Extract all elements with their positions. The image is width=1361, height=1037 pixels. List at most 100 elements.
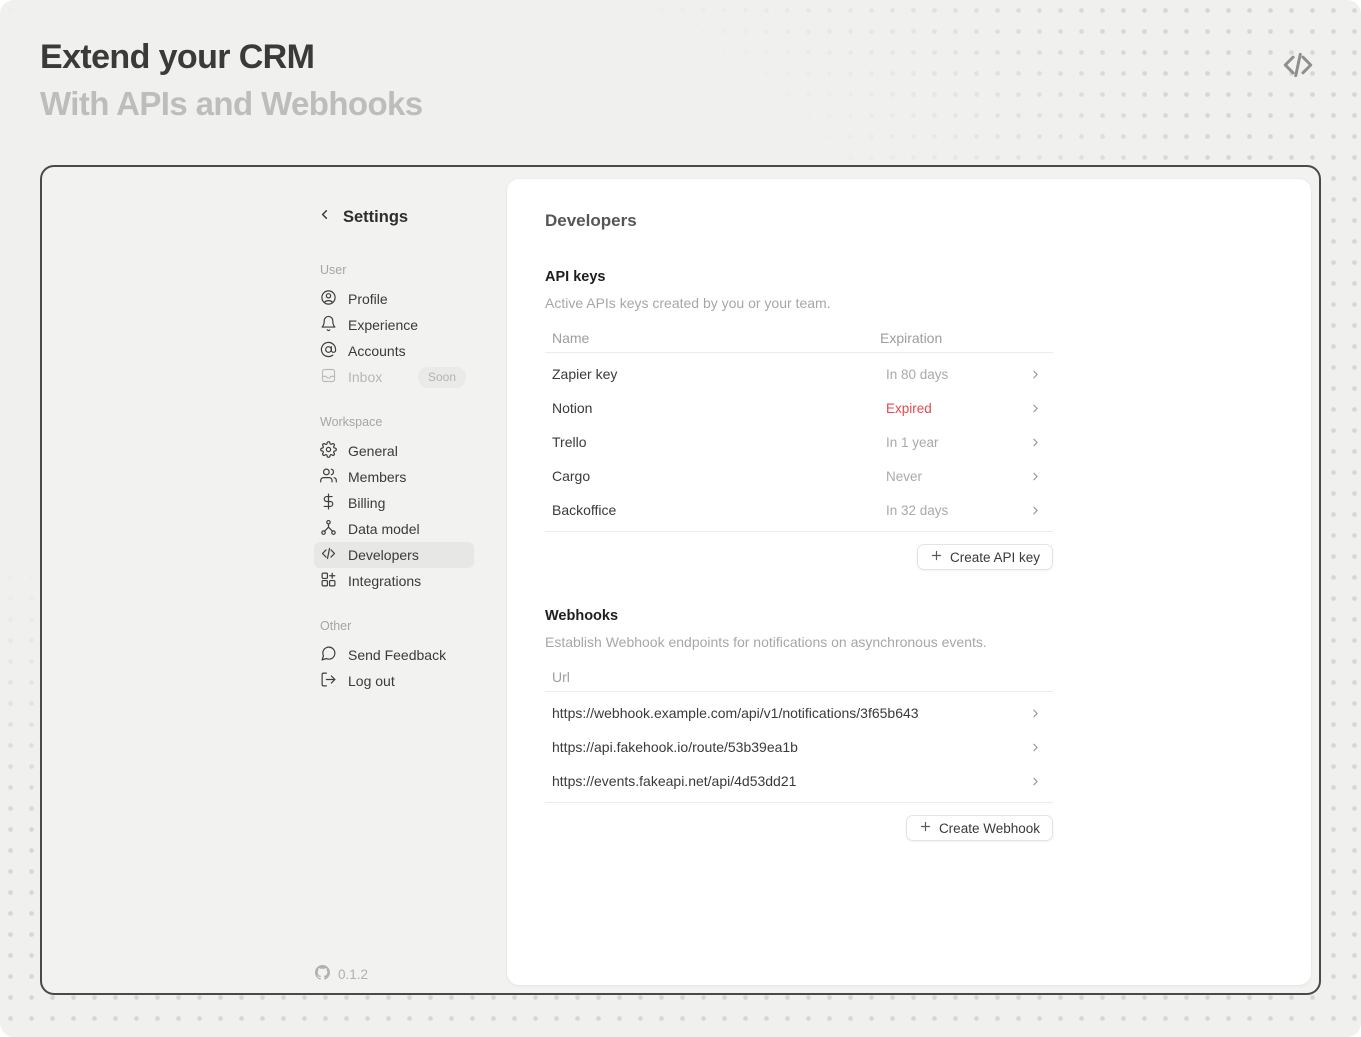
sidebar-item-label: Integrations [348, 573, 422, 589]
sidebar-item-profile[interactable]: Profile [314, 286, 474, 312]
webhooks-table: Url https://webhook.example.com/api/v1/n… [545, 662, 1053, 803]
api-keys-table-header: Name Expiration [545, 323, 1053, 353]
webhooks-description: Establish Webhook endpoints for notifica… [545, 634, 987, 650]
sidebar-item-label: Members [348, 469, 407, 485]
page-header: Extend your CRM With APIs and Webhooks [40, 38, 423, 123]
chevron-right-icon [1029, 775, 1043, 788]
api-key-name: Backoffice [552, 502, 617, 518]
webhook-url: https://api.fakehook.io/route/53b39ea1b [552, 739, 798, 755]
sidebar-item-label: General [348, 443, 398, 459]
plus-icon [930, 549, 943, 565]
sidebar-item-label: Billing [348, 495, 386, 511]
sidebar-item-data-model[interactable]: Data model [314, 516, 474, 542]
api-key-name: Cargo [552, 468, 591, 484]
column-header-url: Url [552, 668, 570, 685]
column-header-name: Name [552, 329, 590, 346]
data-model-icon [320, 519, 337, 539]
webhook-row[interactable]: https://events.fakeapi.net/api/4d53dd21 [545, 764, 1053, 798]
api-key-row[interactable]: Backoffice In 32 days [545, 493, 1053, 527]
chevron-right-icon [1029, 436, 1043, 449]
sidebar-item-label: Experience [348, 317, 419, 333]
chevron-right-icon [1029, 504, 1043, 517]
inbox-icon [320, 367, 337, 387]
api-keys-description: Active APIs keys created by you or your … [545, 295, 831, 311]
webhooks-heading: Webhooks [545, 608, 619, 624]
version-number: 0.1.2 [338, 966, 369, 982]
section-label-workspace: Workspace [320, 415, 383, 429]
sidebar-item-label: Profile [348, 291, 388, 307]
sidebar-item-label: Developers [348, 547, 419, 563]
webhook-url: https://webhook.example.com/api/v1/notif… [552, 705, 919, 721]
users-icon [320, 467, 337, 487]
plus-icon [919, 820, 932, 836]
settings-title: Settings [343, 207, 409, 226]
chevron-right-icon [1029, 402, 1043, 415]
sidebar-item-label: Send Feedback [348, 647, 447, 663]
api-key-expiration: In 80 days [886, 366, 949, 382]
sidebar-item-developers[interactable]: Developers [314, 542, 474, 568]
api-keys-table: Name Expiration Zapier key In 80 days No… [545, 323, 1053, 532]
api-key-name: Zapier key [552, 366, 618, 382]
section-label-user: User [320, 263, 347, 277]
sidebar-section-other: Other Send Feedback Log out [314, 619, 522, 694]
chat-bubble-icon [320, 645, 337, 665]
api-key-expiration: Never [886, 468, 923, 484]
code-icon [1281, 48, 1315, 87]
settings-back[interactable]: Settings [314, 207, 522, 227]
section-label-other: Other [320, 619, 352, 633]
gear-icon [320, 441, 337, 461]
apps-plus-icon [320, 571, 337, 591]
sidebar-item-general[interactable]: General [314, 438, 474, 464]
webhooks-table-header: Url [545, 662, 1053, 692]
chevron-left-icon [317, 207, 332, 227]
chevron-right-icon [1029, 707, 1043, 720]
user-circle-icon [320, 289, 337, 309]
developers-panel: Developers API keys Active APIs keys cre… [507, 179, 1311, 985]
sidebar-item-label: Inbox [348, 369, 383, 385]
chevron-right-icon [1029, 470, 1043, 483]
sidebar-item-label: Data model [348, 521, 420, 537]
chevron-right-icon [1029, 741, 1043, 754]
webhook-url: https://events.fakeapi.net/api/4d53dd21 [552, 773, 797, 789]
api-key-row[interactable]: Notion Expired [545, 391, 1053, 425]
webhook-row[interactable]: https://webhook.example.com/api/v1/notif… [545, 696, 1053, 730]
webhook-row[interactable]: https://api.fakehook.io/route/53b39ea1b [545, 730, 1053, 764]
api-key-row[interactable]: Trello In 1 year [545, 425, 1053, 459]
webhooks-section: Webhooks Establish Webhook endpoints for… [545, 608, 1273, 841]
sidebar-item-inbox: Inbox Soon [314, 364, 474, 390]
sidebar-item-integrations[interactable]: Integrations [314, 568, 474, 594]
webhooks-table-body: https://webhook.example.com/api/v1/notif… [545, 692, 1053, 803]
page-title: Extend your CRM [40, 38, 315, 76]
api-keys-section: API keys Active APIs keys created by you… [545, 269, 1273, 570]
sidebar-item-accounts[interactable]: Accounts [314, 338, 474, 364]
api-key-expiration: In 32 days [886, 502, 949, 518]
github-icon [315, 965, 330, 983]
api-key-expiration: Expired [886, 400, 932, 416]
api-key-expiration: In 1 year [886, 434, 939, 450]
panel-title: Developers [545, 211, 637, 230]
bell-icon [320, 315, 337, 335]
sidebar-item-log-out[interactable]: Log out [314, 668, 474, 694]
settings-window: Settings User Profile Experience Account… [40, 165, 1321, 995]
app-version: 0.1.2 [315, 965, 368, 983]
create-webhook-button[interactable]: Create Webhook [905, 815, 1053, 841]
sidebar-item-send-feedback[interactable]: Send Feedback [314, 642, 474, 668]
api-key-name: Notion [552, 400, 593, 416]
api-keys-heading: API keys [545, 269, 606, 285]
sidebar-item-billing[interactable]: Billing [314, 490, 474, 516]
soon-badge: Soon [417, 366, 466, 388]
api-key-row[interactable]: Zapier key In 80 days [545, 357, 1053, 391]
sidebar-section-user: User Profile Experience Accounts Inbox S… [314, 263, 522, 390]
create-api-key-button[interactable]: Create API key [916, 544, 1053, 570]
sidebar-item-members[interactable]: Members [314, 464, 474, 490]
webhooks-actions: Create Webhook [545, 815, 1053, 841]
dollar-icon [320, 493, 337, 513]
sidebar-item-experience[interactable]: Experience [314, 312, 474, 338]
chevron-right-icon [1029, 368, 1043, 381]
at-sign-icon [320, 341, 337, 361]
api-key-name: Trello [552, 434, 587, 450]
api-key-row[interactable]: Cargo Never [545, 459, 1053, 493]
create-webhook-label: Create Webhook [938, 820, 1040, 836]
api-keys-table-body: Zapier key In 80 days Notion Expired Tre… [545, 353, 1053, 532]
